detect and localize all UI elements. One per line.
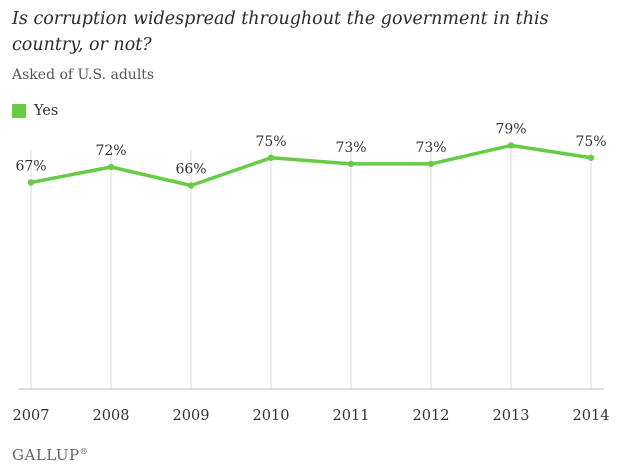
data-point: [107, 163, 115, 171]
x-tick-label: 2014: [573, 408, 610, 424]
x-tick-label: 2012: [413, 408, 450, 424]
gallup-logo: GALLUP®: [12, 446, 88, 464]
chart-title: Is corruption widespread throughout the …: [12, 9, 549, 55]
line-chart: 2007 2008 2009 2010 2011 2012 2013 2014 67% 72% 66…: [13, 121, 610, 424]
legend-label-yes: Yes: [34, 103, 59, 119]
registered-mark: ®: [79, 447, 89, 456]
legend-swatch-yes: [12, 104, 26, 118]
data-point: [507, 142, 515, 149]
data-point: [427, 160, 435, 168]
x-tick-label: 2013: [493, 408, 530, 424]
x-tick-label: 2008: [93, 408, 130, 424]
data-label: 66%: [175, 162, 206, 178]
x-tick-label: 2009: [173, 408, 210, 424]
data-point: [587, 154, 595, 161]
legend: Yes: [12, 103, 58, 119]
brand-text: GALLUP: [12, 446, 80, 464]
series-line-yes: [29, 143, 593, 188]
data-point: [27, 179, 35, 186]
data-label: 73%: [335, 140, 366, 156]
data-point: [187, 182, 195, 189]
x-tick-label: 2007: [13, 408, 50, 424]
data-label: 75%: [255, 134, 286, 150]
x-tick-label: 2010: [253, 408, 290, 424]
data-point: [267, 154, 275, 161]
data-label: 67%: [15, 158, 46, 174]
data-label: 73%: [415, 140, 446, 156]
chart-subtitle: Asked of U.S. adults: [12, 67, 155, 83]
data-label: 79%: [495, 121, 526, 137]
data-label: 72%: [95, 143, 126, 159]
x-tick-label: 2011: [333, 408, 370, 424]
data-label: 75%: [575, 134, 606, 150]
data-point: [347, 160, 355, 168]
